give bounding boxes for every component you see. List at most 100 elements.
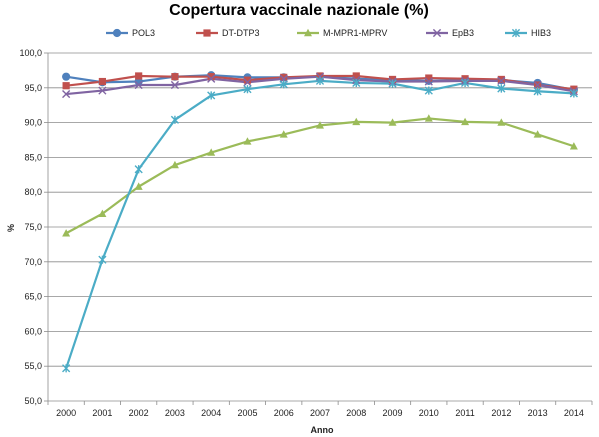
x-tick-label: 2008	[346, 408, 366, 418]
x-tick-label: 2014	[564, 408, 584, 418]
data-point-dt-dtp3	[461, 75, 469, 83]
chart-title: Copertura vaccinale nazionale (%)	[169, 2, 429, 19]
data-point-m-mpr1-mprv	[279, 130, 288, 138]
data-point-epb3	[497, 76, 506, 85]
x-tick-label: 2013	[528, 408, 548, 418]
data-point-dt-dtp3	[98, 77, 106, 86]
x-tick-label: 2012	[491, 408, 511, 418]
x-tick-label: 2005	[237, 408, 257, 418]
data-point-m-mpr1-mprv	[533, 130, 542, 138]
data-point-hib3	[98, 255, 107, 264]
data-point-m-mpr1-mprv	[98, 209, 107, 217]
data-point-dt-dtp3	[243, 76, 252, 84]
data-point-hib3	[62, 364, 71, 373]
legend-marker-m-mpr1-mprv	[304, 28, 312, 37]
data-point-epb3	[207, 74, 216, 83]
y-tick-label: 95,0	[24, 83, 42, 93]
data-point-hib3	[170, 115, 180, 124]
x-tick-label: 2004	[201, 408, 221, 418]
data-point-m-mpr1-mprv	[316, 121, 324, 129]
legend-marker-dt-dtp3	[203, 29, 211, 37]
data-point-hib3	[243, 85, 252, 94]
data-point-epb3	[98, 86, 107, 95]
data-point-epb3	[243, 78, 252, 87]
data-point-m-mpr1-mprv	[207, 148, 216, 156]
data-point-m-mpr1-mprv	[497, 118, 506, 126]
y-tick-label: 85,0	[24, 152, 42, 162]
data-point-hib3	[134, 165, 143, 174]
x-tick-label: 2011	[455, 408, 474, 418]
x-axis-label: Anno	[311, 425, 334, 435]
x-tick-label: 2001	[92, 408, 112, 418]
legend-label-hib3: HIB3	[531, 28, 551, 38]
data-point-dt-dtp3	[135, 72, 143, 80]
x-tick-label: 2002	[129, 408, 149, 418]
data-point-dt-dtp3	[425, 74, 433, 82]
data-point-m-mpr1-mprv	[424, 114, 433, 122]
legend-marker-epb3	[432, 28, 442, 38]
legend-label-pol3: POL3	[132, 28, 155, 38]
series-lines	[65, 74, 575, 369]
series-line-m-mpr1-mprv	[65, 117, 575, 235]
data-point-hib3	[460, 78, 470, 88]
y-tick-label: 65,0	[24, 292, 42, 302]
x-tick-label: 2006	[274, 408, 294, 418]
data-point-hib3	[388, 79, 397, 88]
data-point-dt-dtp3	[62, 82, 70, 90]
y-tick-label: 70,0	[24, 257, 42, 267]
data-point-epb3	[62, 89, 71, 99]
data-point-hib3	[207, 91, 216, 100]
data-point-hib3	[424, 86, 433, 95]
x-tick-labels: 2000 2001 2002 2003 2004 2005 2006 2007 2008 2009…	[56, 408, 584, 418]
legend-label-epb3: EpB3	[452, 28, 474, 38]
x-tick-label: 2007	[310, 408, 330, 418]
data-point-m-mpr1-mprv	[62, 229, 71, 237]
y-tick-labels: 50,0 55,0 60,0 65,0 70,0 75,0 80,0 85,0 90,0 95,0…	[19, 48, 42, 406]
y-tick-label: 50,0	[24, 396, 42, 406]
legend-marker-hib3	[511, 28, 521, 38]
data-point-m-mpr1-mprv	[352, 117, 361, 126]
x-tick-label: 2009	[383, 408, 403, 418]
y-tick-label: 100,0	[19, 48, 42, 58]
data-point-dt-dtp3	[352, 72, 360, 80]
series-markers	[62, 71, 578, 373]
data-point-m-mpr1-mprv	[569, 142, 578, 150]
y-axis-label: %	[6, 224, 16, 232]
data-point-hib3	[497, 84, 506, 93]
data-point-m-mpr1-mprv	[388, 118, 397, 126]
y-tick-label: 55,0	[24, 361, 42, 371]
data-point-hib3	[533, 87, 542, 96]
data-point-epb3	[170, 80, 180, 90]
axes	[44, 52, 593, 405]
x-tick-label: 2000	[56, 408, 76, 418]
data-point-dt-dtp3	[171, 73, 179, 81]
data-point-dt-dtp3	[280, 73, 288, 81]
data-point-hib3	[569, 89, 578, 98]
y-tick-label: 60,0	[24, 326, 42, 336]
data-point-pol3	[62, 72, 71, 81]
y-tick-label: 80,0	[24, 187, 42, 197]
data-point-m-mpr1-mprv	[134, 182, 143, 190]
data-point-epb3	[424, 77, 433, 86]
data-point-hib3	[315, 76, 325, 85]
data-point-dt-dtp3	[207, 73, 215, 81]
data-point-hib3	[352, 78, 361, 88]
data-point-epb3	[533, 80, 542, 90]
data-point-hib3	[279, 80, 288, 89]
legend-marker-pol3	[112, 28, 122, 38]
data-point-dt-dtp3	[497, 75, 505, 84]
x-tick-label: 2003	[165, 408, 185, 418]
data-point-m-mpr1-mprv	[243, 137, 252, 145]
legend-label-m-mpr1-mprv: M-MPR1-MPRV	[323, 28, 387, 38]
data-point-dt-dtp3	[388, 75, 397, 84]
gridlines	[48, 52, 592, 367]
data-point-dt-dtp3	[570, 85, 578, 93]
data-point-epb3	[134, 80, 143, 90]
data-point-m-mpr1-mprv	[461, 117, 470, 126]
legend-label-dt-dtp3: DT-DTP3	[222, 28, 260, 38]
y-tick-label: 90,0	[24, 118, 42, 128]
y-tick-label: 75,0	[24, 222, 42, 232]
legend: POL3 DT-DTP3 M-MPR1-MPRV EpB3 HIB3	[106, 28, 551, 38]
